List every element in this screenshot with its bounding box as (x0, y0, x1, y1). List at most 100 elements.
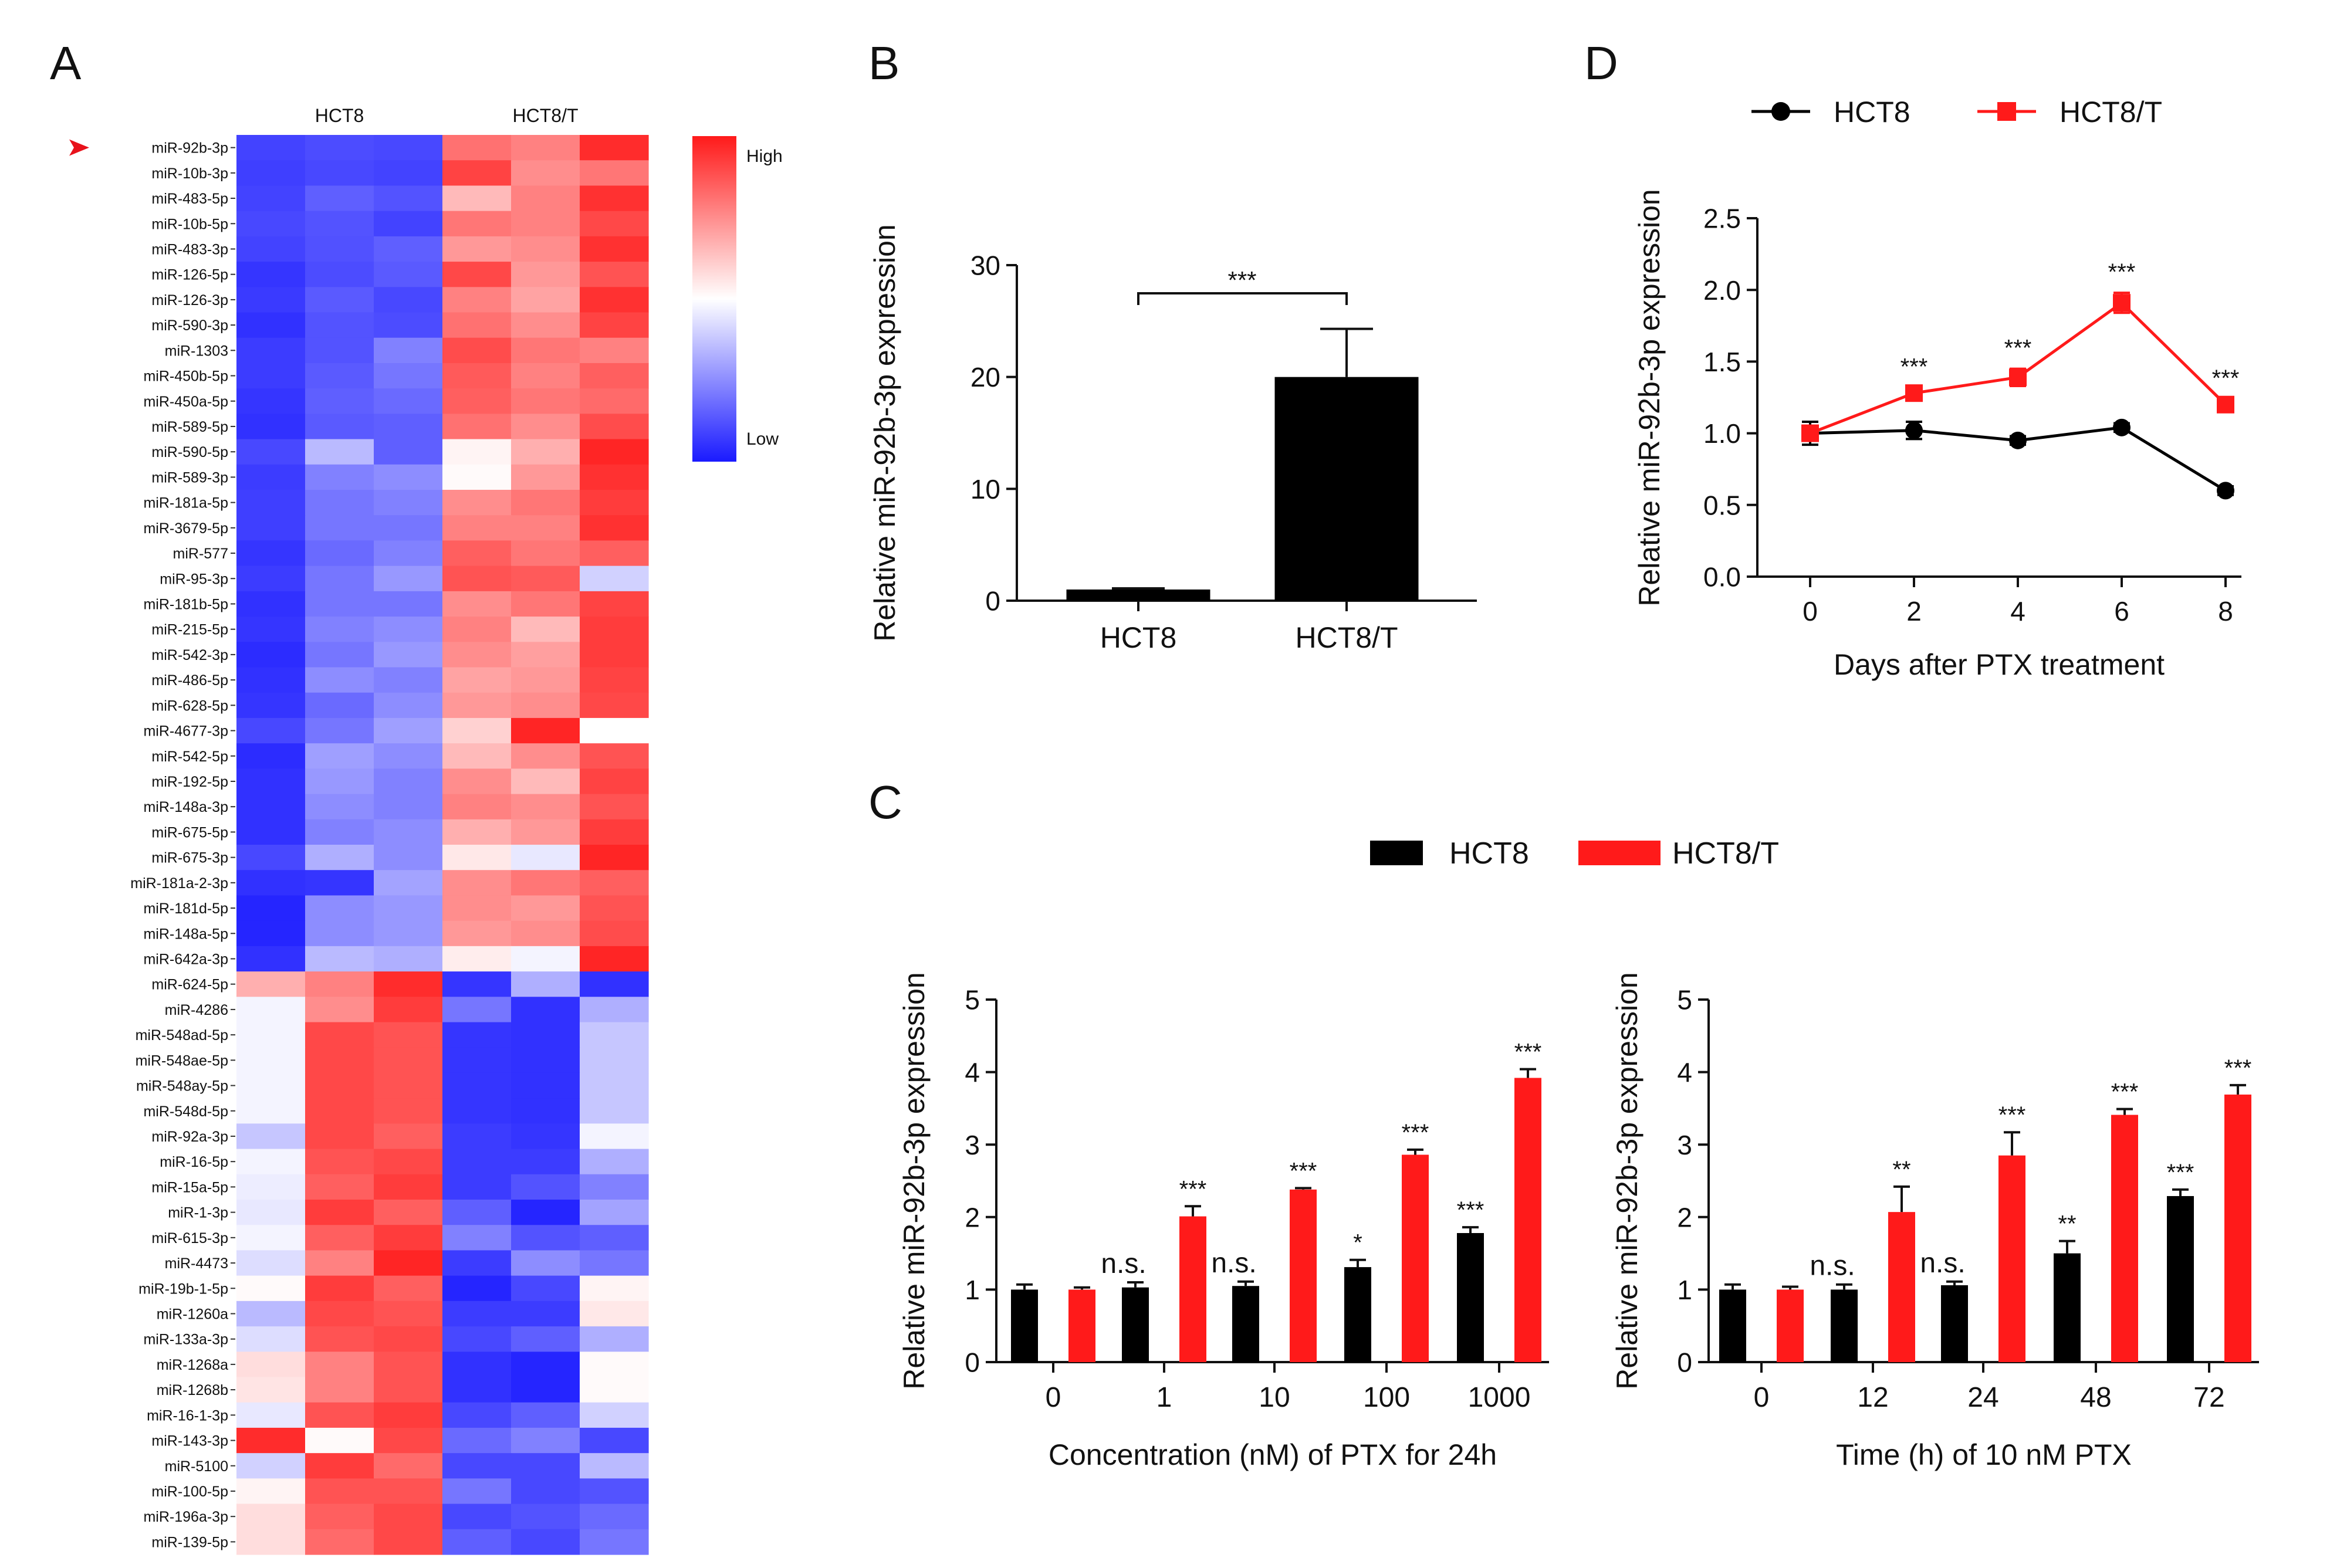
heatmap-cell (511, 1301, 580, 1327)
x-tick-label: 100 (1363, 1382, 1410, 1413)
x-tick-label: HCT8/T (1296, 621, 1398, 654)
heatmap-cell (305, 185, 374, 212)
heatmap-cell (374, 1149, 443, 1175)
heatmap-cell (511, 1352, 580, 1378)
heatmap-cell (511, 794, 580, 820)
heatmap-cell (511, 135, 580, 161)
heatmap-cell (374, 794, 443, 820)
bar (1066, 589, 1210, 601)
bar (1719, 1289, 1746, 1362)
heatmap-cell (442, 946, 512, 972)
heatmap-cell (442, 1529, 512, 1555)
heatmap-cell (374, 1072, 443, 1099)
heatmap-cell (511, 845, 580, 871)
heatmap-cell (236, 591, 306, 617)
row-label: miR-196a-3p (143, 1509, 228, 1525)
heatmap-cell (236, 160, 306, 187)
heatmap-cell (374, 1402, 443, 1428)
significance-label: n.s. (1920, 1248, 1965, 1279)
heatmap-cell (580, 946, 649, 972)
significance-label: *** (2167, 1160, 2194, 1186)
heatmap-cell (305, 337, 374, 364)
heatmap-cell (511, 388, 580, 414)
heatmap-cell (236, 337, 306, 364)
legend-marker (1771, 102, 1790, 121)
heatmap-cell (442, 1174, 512, 1200)
heatmap-cell (511, 1377, 580, 1403)
heatmap-cell (511, 819, 580, 845)
heatmap-cell (580, 363, 649, 389)
heatmap-cell (511, 565, 580, 592)
heatmap-cell (442, 642, 512, 668)
y-axis-label: Relative miR-92b-3p expression (898, 972, 931, 1389)
heatmap-cell (442, 1326, 512, 1352)
y-tick-label: 1.0 (1703, 418, 1741, 449)
heatmap-cell (236, 236, 306, 262)
heatmap-cell (305, 1022, 374, 1048)
heatmap-cell (374, 717, 443, 744)
heatmap-cell (374, 1123, 443, 1150)
data-point (2217, 482, 2234, 500)
row-label: miR-589-5p (151, 419, 228, 435)
heatmap-cell (580, 1529, 649, 1555)
row-label: miR-148a-3p (143, 799, 228, 815)
y-tick-label: 2 (965, 1202, 980, 1232)
heatmap-cell (580, 1301, 649, 1327)
heatmap-cell (374, 1478, 443, 1505)
heatmap-cell (305, 414, 374, 440)
heatmap-cell (236, 971, 306, 997)
heatmap-cell (511, 717, 580, 744)
heatmap-cell (511, 1326, 580, 1352)
bar (1402, 1154, 1429, 1362)
heatmap-cell (442, 312, 512, 338)
heatmap-cell (442, 667, 512, 693)
heatmap-cell (305, 1352, 374, 1378)
heatmap-cell (374, 997, 443, 1023)
legend-swatch (1370, 841, 1423, 865)
x-tick-label: 1 (1156, 1382, 1172, 1413)
heatmap-cell (442, 135, 512, 161)
heatmap-cell (236, 946, 306, 972)
heatmap-cell (511, 971, 580, 997)
heatmap-cell (442, 1123, 512, 1150)
y-tick-label: 0 (965, 1347, 980, 1378)
row-label: miR-10b-5p (151, 216, 228, 232)
row-label: miR-181a-5p (143, 495, 228, 512)
heatmap-cell (511, 464, 580, 490)
heatmap-cell (511, 617, 580, 642)
heatmap-cell (442, 1072, 512, 1099)
heatmap-cell (236, 768, 306, 795)
heatmap-cell (374, 540, 443, 567)
heatmap-cell (442, 1225, 512, 1251)
heatmap-cell (236, 1174, 306, 1200)
bar-chart-b: 0 10 20 30 HCT8 HCT8/T *** Relative miR-92b-3p … (868, 224, 1477, 654)
heatmap-cell (442, 236, 512, 262)
heatmap-cell (236, 1478, 306, 1505)
significance-bracket (1137, 292, 1348, 305)
significance-label: *** (2224, 1055, 2252, 1081)
heatmap-cell (580, 515, 649, 541)
heatmap-cell (374, 363, 443, 389)
heatmap-cell (305, 287, 374, 313)
heatmap-cell (374, 1453, 443, 1479)
y-tick-label: 20 (970, 362, 1000, 392)
heatmap-cell (374, 160, 443, 187)
x-tick-label: 10 (1259, 1382, 1290, 1413)
row-label: miR-483-5p (151, 191, 228, 207)
x-tick-label: 12 (1857, 1382, 1888, 1413)
heatmap-cell (374, 1377, 443, 1403)
heatmap-cell (511, 1478, 580, 1505)
panel-label-d: D (1584, 37, 1618, 89)
heatmap-cell (580, 717, 649, 744)
heatmap-cell (442, 1503, 512, 1530)
heatmap-cell (580, 667, 649, 693)
heatmap-cell (580, 135, 649, 161)
row-label: miR-548ad-5p (136, 1027, 228, 1044)
significance-label: *** (2108, 259, 2136, 285)
bar (1179, 1216, 1206, 1362)
bar (1068, 1289, 1095, 1362)
data-point (2009, 368, 2027, 387)
y-axis-label: Relative miR-92b-3p expression (1611, 972, 1643, 1389)
heatmap-cell (305, 540, 374, 567)
